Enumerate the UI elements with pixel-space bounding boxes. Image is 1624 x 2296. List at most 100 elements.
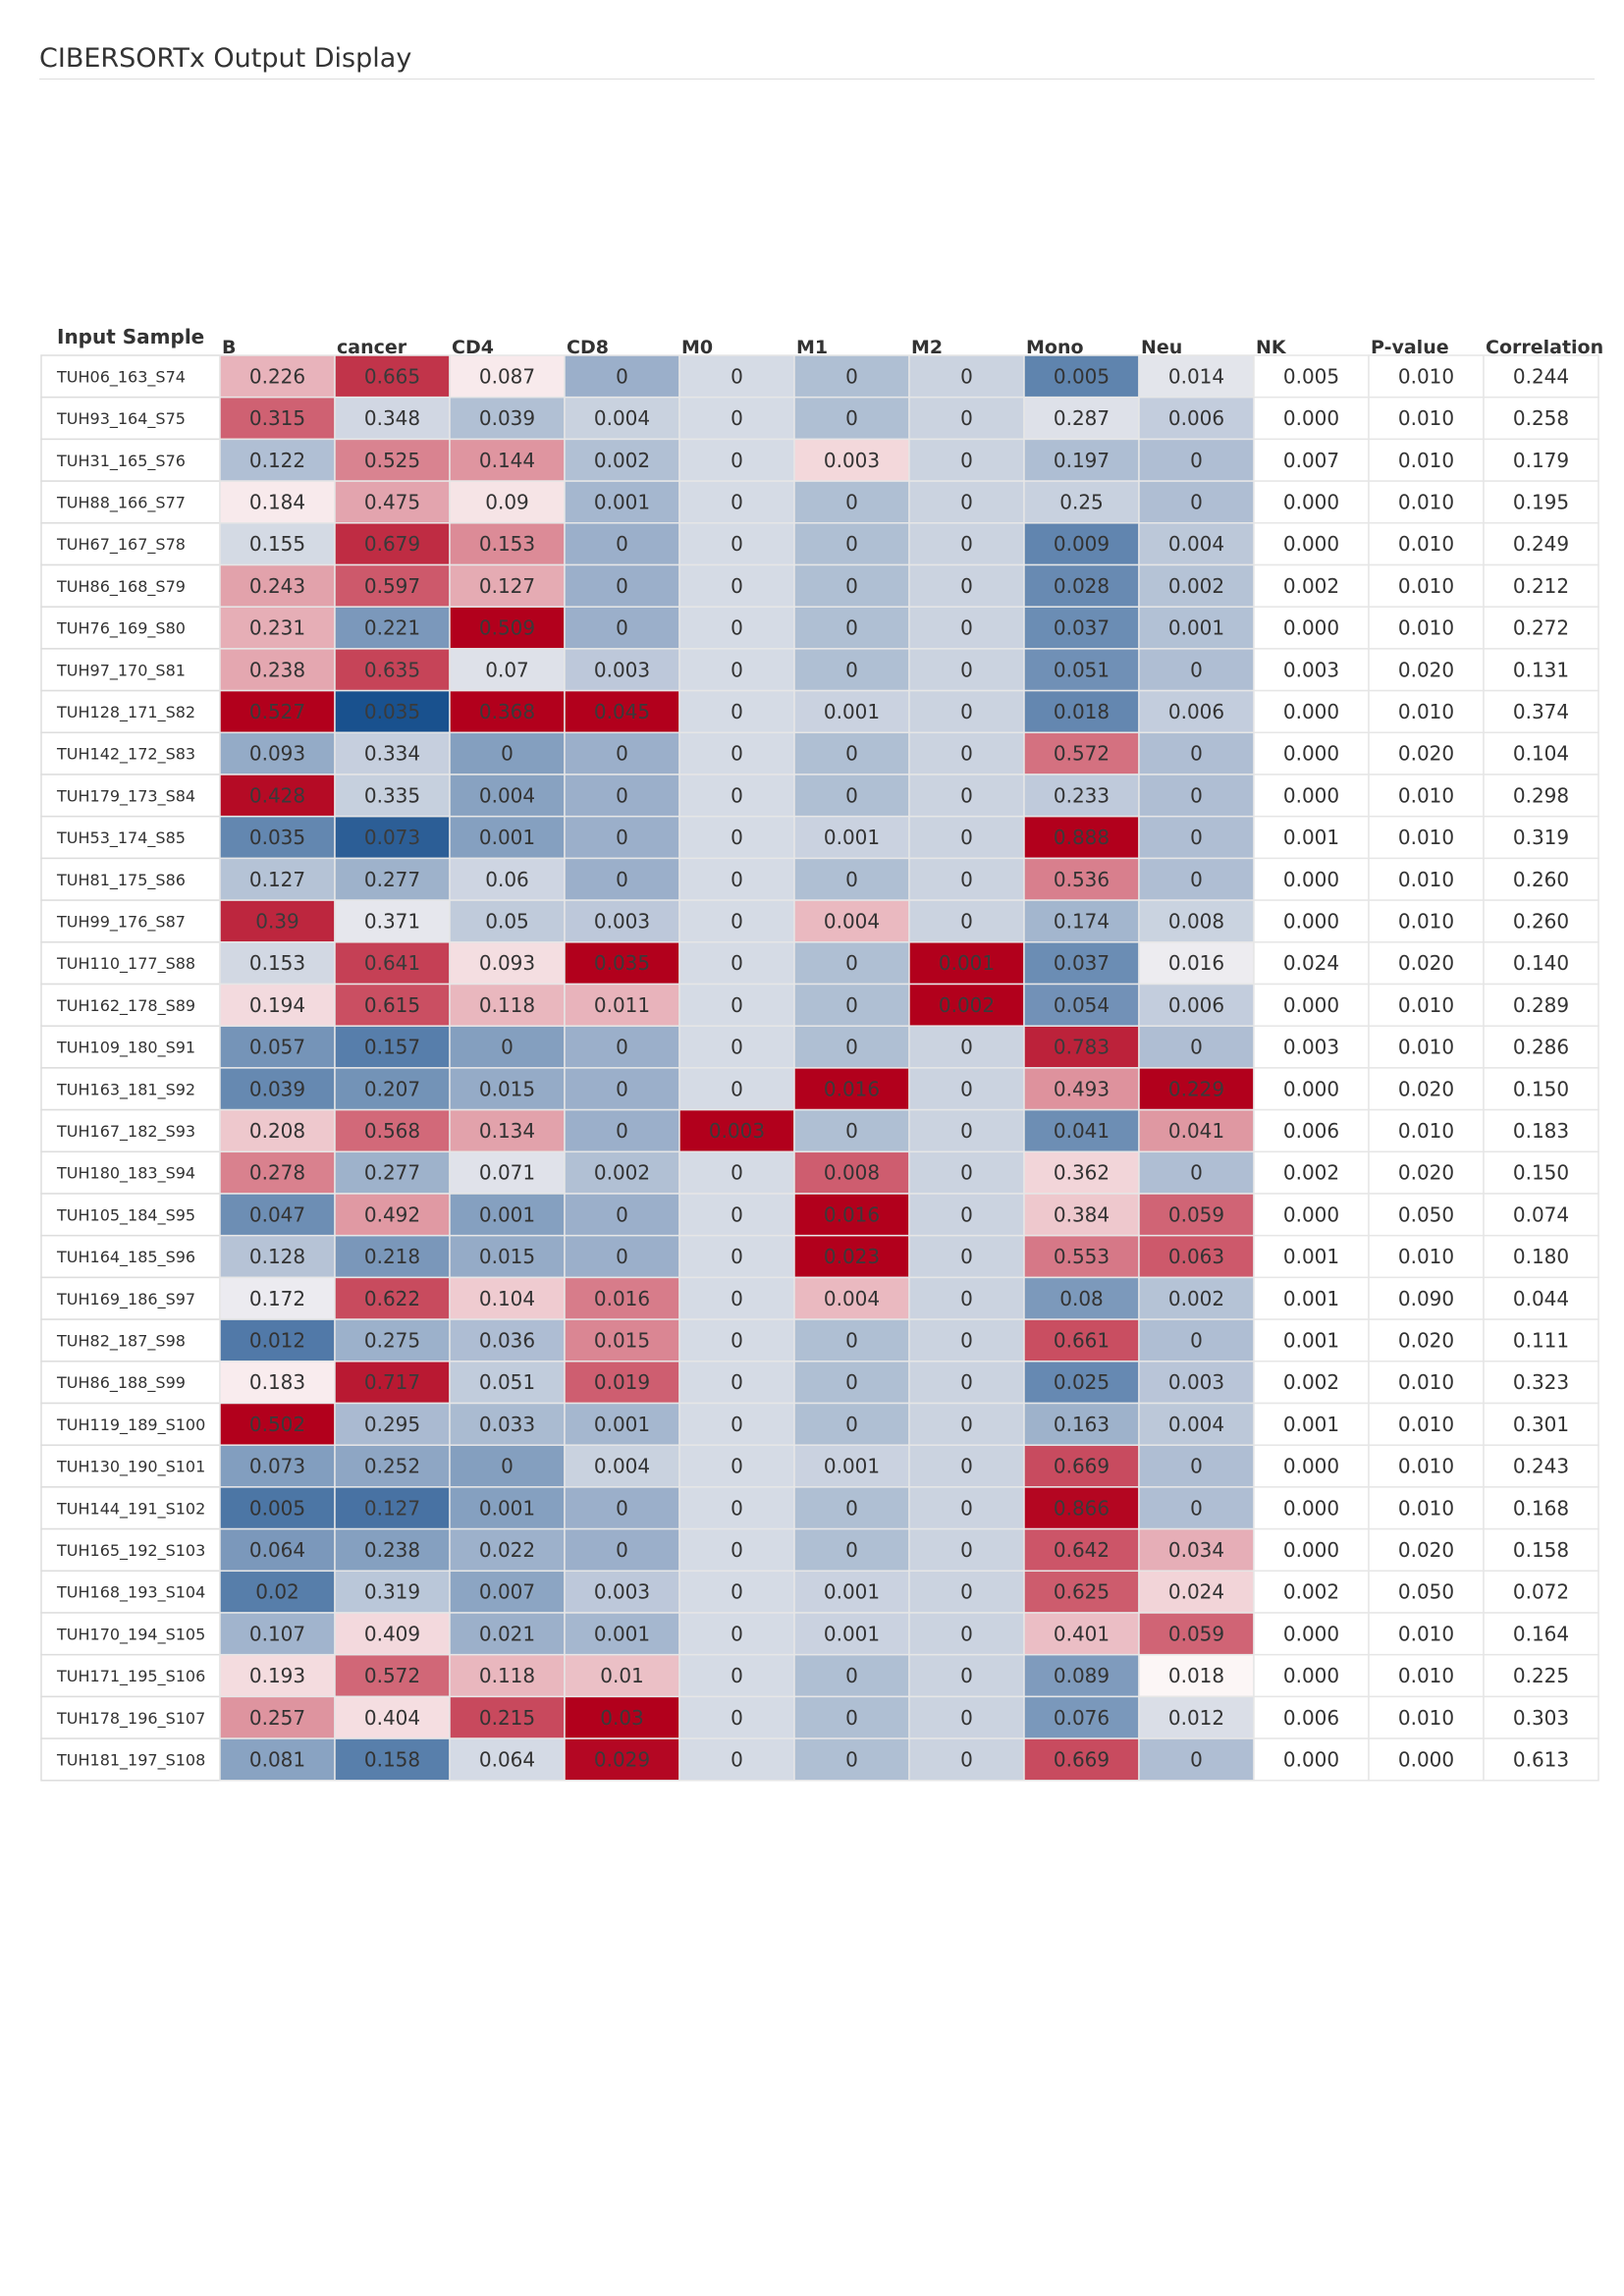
heat-cell — [1483, 438, 1599, 482]
heat-cell — [793, 1737, 910, 1782]
cell-value: 0 — [845, 1370, 858, 1394]
cell-value: 0.197 — [1054, 449, 1110, 472]
cell-value: 0 — [731, 1245, 743, 1268]
cell-value: 0 — [960, 1706, 973, 1730]
heat-cell — [678, 1570, 795, 1614]
cell-value: 0.000 — [1283, 868, 1339, 891]
cell-value: 0.016 — [824, 1077, 880, 1100]
cell-value: 0.183 — [1513, 1119, 1569, 1143]
cell-value: 0.226 — [249, 364, 305, 388]
heat-cell — [1483, 815, 1599, 860]
heat-cell — [908, 1193, 1025, 1237]
cell-value: 0.001 — [594, 490, 650, 513]
column-header-p-value: P-value — [1371, 337, 1449, 358]
cell-value: 0.005 — [1283, 364, 1339, 388]
cell-value: 0 — [845, 574, 858, 598]
cell-value: 0.661 — [1054, 1328, 1110, 1352]
heat-cell — [908, 1318, 1025, 1362]
heat-cell — [1253, 648, 1370, 692]
cell-value: 0.039 — [479, 406, 535, 430]
heat-cell — [449, 480, 566, 524]
cell-value: 0.39 — [255, 909, 299, 933]
heat-cell — [1023, 1527, 1140, 1573]
heat-cell — [793, 689, 910, 734]
heat-cell — [1138, 1025, 1255, 1069]
heat-cell — [678, 1737, 795, 1782]
heat-cell — [1023, 1612, 1140, 1656]
heat-cell — [219, 1234, 336, 1279]
cell-value: 0.348 — [364, 406, 420, 430]
cell-value: 0.527 — [249, 700, 305, 723]
cell-value: 0 — [616, 1538, 628, 1562]
cell-value: 0.134 — [479, 1119, 535, 1143]
heat-cell — [1368, 522, 1485, 566]
cell-value: 0 — [845, 742, 858, 766]
heat-cell — [1023, 480, 1140, 524]
cell-value: 0.157 — [364, 1036, 420, 1059]
heat-cell — [1138, 1695, 1255, 1739]
heat-cell — [1483, 1067, 1599, 1111]
sample-label: TUH178_196_S107 — [56, 1709, 205, 1729]
cell-value: 0.319 — [1513, 826, 1569, 849]
cell-value: 0.010 — [1398, 364, 1454, 388]
sample-cell — [40, 1527, 221, 1573]
heat-cell — [1253, 1695, 1370, 1739]
heat-cell — [1368, 648, 1485, 692]
cell-value: 0.093 — [249, 742, 305, 766]
cell-value: 0 — [731, 1413, 743, 1436]
cell-value: 0.06 — [485, 868, 529, 891]
cell-value: 0.011 — [594, 993, 650, 1017]
heat-cell — [334, 899, 451, 943]
cell-value: 0.158 — [1513, 1538, 1569, 1562]
cell-value: 0.010 — [1398, 700, 1454, 723]
cell-value: 0.218 — [364, 1245, 420, 1268]
cell-value: 0.010 — [1398, 1245, 1454, 1268]
cell-value: 0.010 — [1398, 1706, 1454, 1730]
cell-value: 0.093 — [479, 951, 535, 975]
heat-cell — [1483, 1444, 1599, 1488]
cell-value: 0.035 — [364, 700, 420, 723]
heat-cell — [1483, 857, 1599, 901]
page-title: CIBERSORTx Output Display — [39, 43, 412, 74]
heat-cell — [678, 1402, 795, 1446]
cell-value: 0.002 — [1283, 574, 1339, 598]
cell-value: 0.010 — [1398, 1496, 1454, 1520]
heat-cell — [1023, 1737, 1140, 1782]
heat-cell — [678, 1444, 795, 1488]
cell-value: 0.249 — [1513, 532, 1569, 556]
heat-cell — [1138, 731, 1255, 775]
cell-value: 0.140 — [1513, 951, 1569, 975]
cell-value: 0.018 — [1168, 1664, 1224, 1687]
heat-cell — [334, 1193, 451, 1237]
cell-value: 0.334 — [364, 742, 420, 766]
sample-label: TUH110_177_S88 — [56, 954, 195, 974]
cell-value: 0.260 — [1513, 868, 1569, 891]
cell-value: 0.003 — [1168, 1370, 1224, 1394]
cell-value: 0 — [960, 1580, 973, 1604]
heat-cell — [1253, 1361, 1370, 1405]
cell-value: 0.015 — [594, 1328, 650, 1352]
cell-value: 0.298 — [1513, 783, 1569, 807]
heat-cell — [1138, 563, 1255, 608]
cell-value: 0.371 — [364, 909, 420, 933]
heat-cell — [564, 731, 680, 775]
sample-label: TUH119_189_S100 — [56, 1415, 205, 1435]
heat-cell — [793, 522, 910, 566]
cell-value: 0.509 — [479, 616, 535, 640]
heat-cell — [449, 689, 566, 734]
heat-cell — [219, 1150, 336, 1195]
sample-cell — [40, 1486, 221, 1530]
cell-value: 0 — [1190, 783, 1203, 807]
cell-value: 0 — [616, 1077, 628, 1100]
cell-value: 0 — [731, 1328, 743, 1352]
heat-cell — [793, 899, 910, 943]
cell-value: 0.229 — [1168, 1077, 1224, 1100]
cell-value: 0 — [960, 1328, 973, 1352]
heat-cell — [1253, 857, 1370, 901]
heat-cell — [678, 354, 795, 399]
cell-value: 0.122 — [249, 449, 305, 472]
cell-value: 0 — [501, 1036, 514, 1059]
sample-cell — [40, 1695, 221, 1739]
cell-value: 0.02 — [255, 1580, 299, 1604]
heat-cell — [449, 774, 566, 818]
